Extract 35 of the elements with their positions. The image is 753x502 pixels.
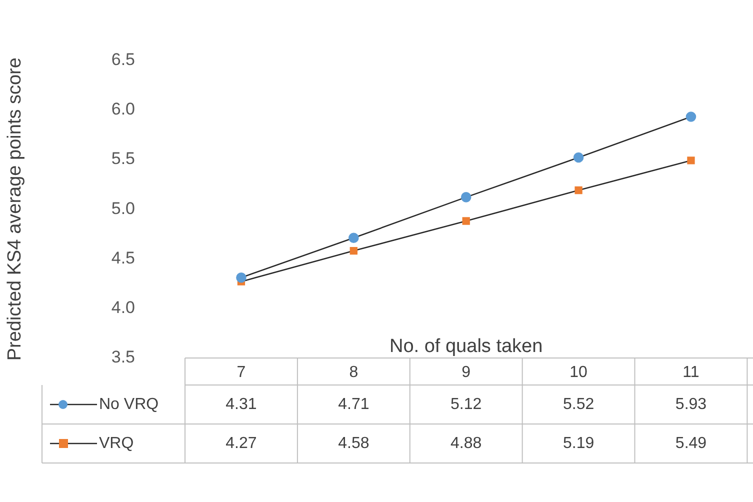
data-label: 5.19	[562, 434, 594, 452]
data-label: 5.49	[675, 434, 707, 452]
point	[348, 232, 359, 244]
point	[686, 112, 696, 122]
point	[460, 192, 472, 202]
y-axis-title: Predicted KS4 average points score	[4, 58, 26, 361]
point	[687, 156, 695, 164]
data-label: 5.12	[450, 396, 482, 413]
y-tick-label: 4.0	[111, 298, 135, 318]
point	[574, 186, 582, 194]
y-tick-label: 5.0	[111, 198, 135, 218]
y-tick-label: 6.5	[111, 50, 135, 69]
legend-label: No VRQ	[99, 396, 159, 413]
y-tick-label: 3.5	[111, 348, 135, 367]
y-tick-label: 5.5	[111, 149, 135, 168]
data-label: 4.31	[226, 396, 257, 413]
data-label: 5.93	[675, 396, 707, 413]
y-tick-label: 4.5	[111, 248, 135, 268]
data-label: 4.88	[450, 434, 482, 452]
data-label: 4.71	[338, 396, 370, 413]
x-tick-label: 9	[462, 364, 471, 381]
data-label: 5.52	[562, 396, 594, 413]
point	[462, 217, 470, 225]
x-tick-label: 11	[682, 364, 700, 381]
x-tick-label: 10	[570, 364, 588, 381]
point	[573, 152, 584, 163]
x-axis-title: No. of quals taken	[390, 336, 543, 357]
y-tick-label: 6.0	[111, 100, 135, 119]
data-label: 4.58	[338, 434, 370, 452]
point	[350, 246, 358, 255]
legend-label: VRQ	[99, 434, 134, 452]
x-tick-label: 7	[236, 364, 246, 381]
data-label: 4.27	[226, 434, 257, 452]
point	[236, 272, 246, 283]
x-tick-label: 8	[349, 364, 358, 381]
